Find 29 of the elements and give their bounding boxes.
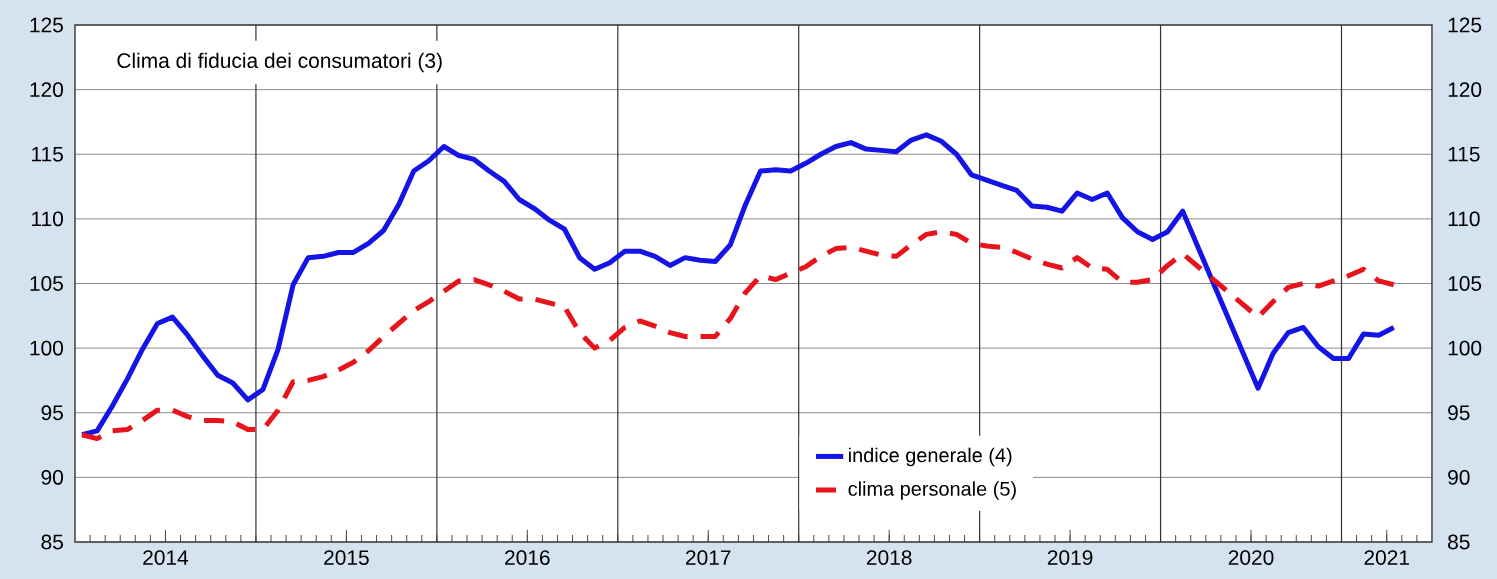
y2-tick-label: 110 (1448, 211, 1480, 227)
x-tick-label: 2014 (143, 550, 189, 565)
y2-tick-label: 90 (1448, 469, 1470, 485)
y-tick-label: 125 (30, 17, 63, 33)
x-tick-label: 2018 (866, 550, 912, 565)
y2-tick-label: 105 (1448, 276, 1482, 291)
x-tick-label: 2017 (686, 550, 731, 565)
annotation: Clima di fiducia dei consumatori (3) (117, 52, 442, 73)
y-tick-label: 100 (30, 340, 63, 356)
x-tick-label: 2015 (324, 550, 369, 565)
y2-tick-label: 95 (1448, 405, 1470, 421)
y-tick-label: 90 (41, 469, 63, 485)
y-tick-label: 95 (41, 405, 63, 421)
legend-label: indice generale (4) (849, 447, 1012, 467)
legend-label: clima personale (5) (848, 481, 1016, 500)
y2-tick-label: 85 (1448, 534, 1470, 550)
y2-tick-label: 125 (1448, 17, 1482, 33)
x-tick-label: 2020 (1228, 550, 1274, 565)
x-tick-label: 2021 (1364, 550, 1409, 565)
y-tick-label: 110 (32, 211, 63, 227)
y-tick-label: 120 (30, 82, 63, 98)
x-tick-label: 2016 (505, 550, 550, 565)
y2-tick-label: 115 (1448, 146, 1480, 162)
y2-tick-label: 120 (1448, 82, 1482, 98)
x-tick-label: 2019 (1047, 550, 1093, 565)
y-tick-label: 115 (32, 146, 63, 162)
y2-tick-label: 100 (1448, 340, 1482, 356)
y-tick-label: 105 (30, 276, 63, 291)
y-tick-label: 85 (41, 534, 63, 550)
